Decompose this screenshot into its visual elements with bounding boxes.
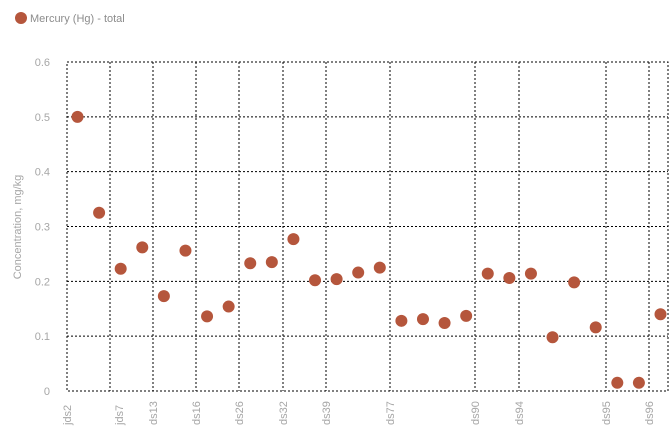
data-point xyxy=(589,321,602,334)
data-point xyxy=(416,313,429,326)
data-point xyxy=(330,273,343,286)
data-point xyxy=(352,266,365,279)
x-tick-label: ds26 xyxy=(234,401,246,425)
data-point xyxy=(244,257,257,270)
data-point xyxy=(438,317,451,330)
y-tick-label: 0.5 xyxy=(35,112,50,124)
data-point xyxy=(546,331,559,344)
x-tick-label: ds39 xyxy=(321,401,333,425)
data-point xyxy=(524,267,537,280)
data-points xyxy=(71,110,667,389)
data-point xyxy=(201,310,214,323)
data-point xyxy=(222,300,235,313)
x-tick-label: ds90 xyxy=(470,401,482,425)
x-tick-label: jds7 xyxy=(114,405,126,426)
data-point xyxy=(179,244,192,257)
data-point xyxy=(309,274,322,287)
data-point xyxy=(481,267,494,280)
y-axis-ticks: 0 0.1 0.2 0.3 0.4 0.5 0.6 xyxy=(35,57,50,398)
x-axis-ticks: jds2 jds7 ds13 ds16 ds26 ds32 ds39 ds77 ds90 ds94… xyxy=(62,401,656,426)
y-tick-label: 0.4 xyxy=(35,167,50,179)
y-tick-label: 0.2 xyxy=(35,276,50,288)
data-point xyxy=(632,376,645,389)
data-point xyxy=(395,314,408,327)
x-tick-label: ds77 xyxy=(385,401,397,425)
data-point xyxy=(611,376,624,389)
data-point xyxy=(568,276,581,289)
x-tick-label: ds13 xyxy=(148,401,160,425)
y-axis-title: Concentration, mg/kg xyxy=(12,175,24,280)
data-point xyxy=(373,261,386,274)
data-point xyxy=(71,110,84,123)
data-point xyxy=(503,272,516,285)
data-point xyxy=(93,206,106,219)
data-point xyxy=(136,241,149,254)
y-tick-label: 0 xyxy=(44,386,50,398)
legend: Mercury (Hg) - total xyxy=(15,12,125,25)
y-tick-label: 0.3 xyxy=(35,222,50,234)
x-tick-label: ds96 xyxy=(644,401,656,425)
x-tick-label: ds16 xyxy=(191,401,203,425)
y-tick-label: 0.6 xyxy=(35,57,50,69)
x-tick-label: jds2 xyxy=(62,405,74,426)
legend-marker xyxy=(15,12,27,24)
data-point xyxy=(265,256,278,269)
data-point xyxy=(287,233,300,246)
data-point xyxy=(157,290,170,303)
legend-label: Mercury (Hg) - total xyxy=(30,13,125,25)
x-tick-label: ds32 xyxy=(278,401,290,425)
grid xyxy=(66,61,669,392)
x-tick-label: ds95 xyxy=(601,401,613,425)
data-point xyxy=(654,308,667,321)
data-point xyxy=(460,309,473,322)
data-point xyxy=(114,262,127,275)
y-tick-label: 0.1 xyxy=(35,331,50,343)
x-tick-label: ds94 xyxy=(514,401,526,425)
